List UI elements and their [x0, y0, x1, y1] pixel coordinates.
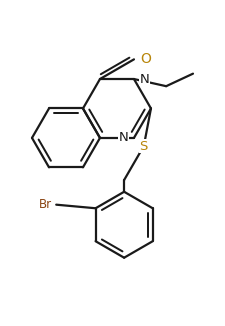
Text: N: N — [119, 131, 129, 144]
Text: N: N — [139, 72, 149, 85]
Text: O: O — [140, 52, 151, 67]
Text: S: S — [140, 140, 148, 153]
Text: Br: Br — [39, 198, 52, 211]
